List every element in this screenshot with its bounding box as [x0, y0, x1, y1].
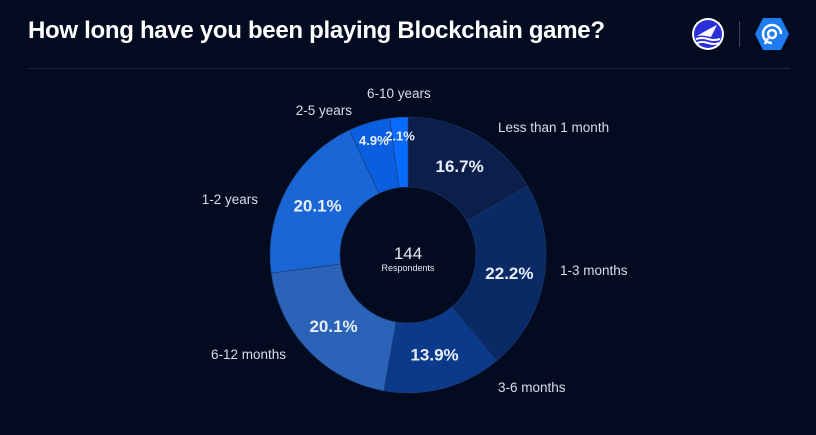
slice-category-label: 6-10 years — [367, 86, 431, 101]
slice-value-label: 20.1% — [309, 317, 357, 336]
slice-category-label: 2-5 years — [296, 103, 353, 118]
center-label: Respondents — [381, 263, 435, 273]
slice-value-label: 13.9% — [410, 346, 458, 365]
page-title: How long have you been playing Blockchai… — [28, 17, 605, 44]
wave-logo-icon — [692, 18, 724, 50]
slice-category-label: 3-6 months — [498, 380, 566, 395]
donut-slice-6 — [389, 116, 409, 188]
slice-value-label: 16.7% — [435, 157, 483, 176]
slice-value-label: 2.1% — [385, 128, 415, 143]
slice-category-label: 6-12 months — [211, 347, 286, 362]
hexagon-logo-icon — [755, 18, 789, 50]
header-divider — [28, 68, 790, 69]
slice-category-label: 1-2 years — [202, 192, 259, 207]
slice-category-label: Less than 1 month — [498, 120, 609, 135]
slice-category-label: 1-3 months — [560, 263, 628, 278]
center-value: 144 — [394, 244, 422, 263]
donut-slice-4 — [269, 129, 380, 274]
logo-divider — [739, 21, 740, 47]
slice-value-label: 20.1% — [293, 197, 341, 216]
donut-slice-3 — [270, 263, 397, 392]
logo-group — [691, 17, 790, 51]
slice-value-label: 4.9% — [359, 133, 389, 148]
donut-slice-1 — [451, 185, 547, 362]
slice-value-label: 22.2% — [485, 264, 533, 283]
